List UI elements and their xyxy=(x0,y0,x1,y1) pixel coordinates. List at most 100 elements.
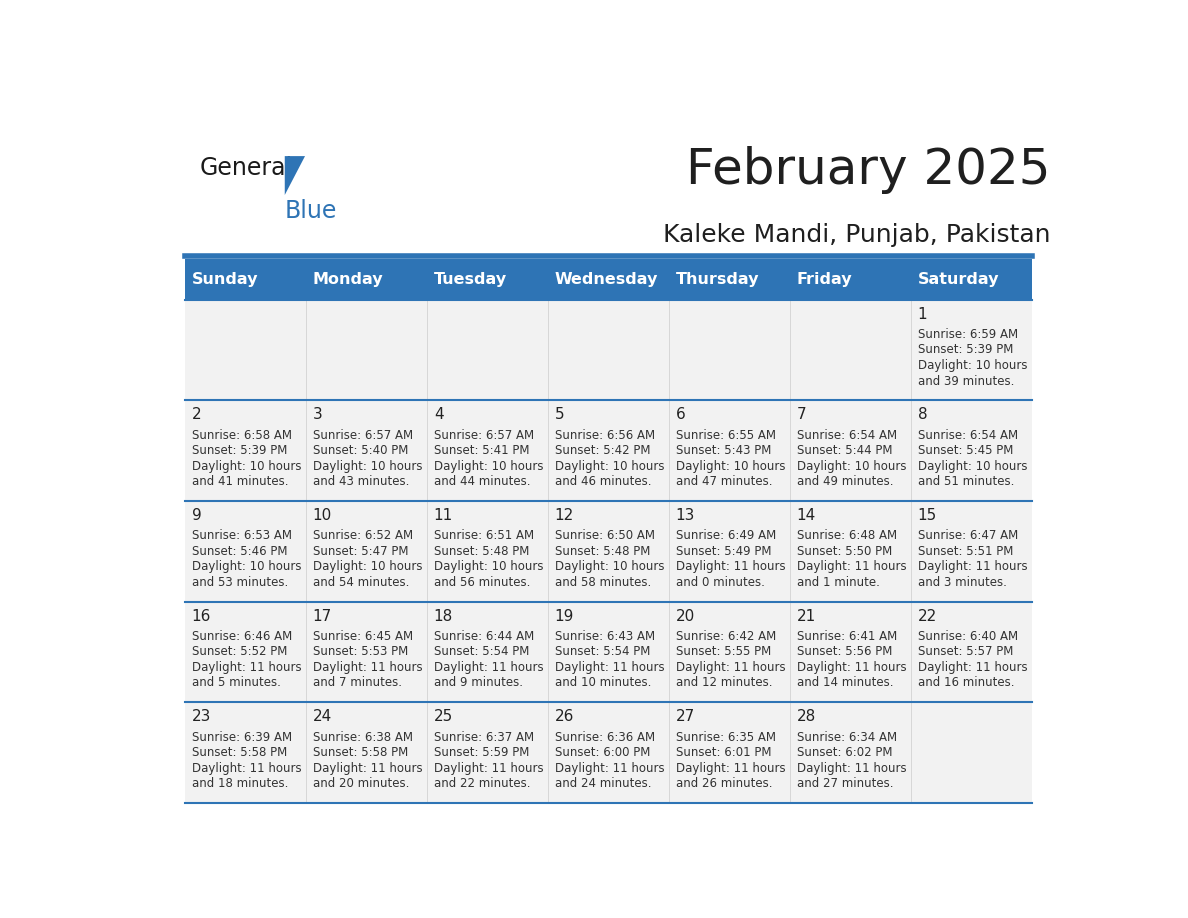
Text: 15: 15 xyxy=(918,508,937,523)
Text: 5: 5 xyxy=(555,408,564,422)
Text: 14: 14 xyxy=(797,508,816,523)
Text: Daylight: 10 hours: Daylight: 10 hours xyxy=(797,460,906,473)
Text: Daylight: 11 hours: Daylight: 11 hours xyxy=(312,661,423,674)
Text: Sunrise: 6:46 AM: Sunrise: 6:46 AM xyxy=(191,630,292,643)
Text: Sunset: 6:02 PM: Sunset: 6:02 PM xyxy=(797,746,892,759)
Text: Sunrise: 6:55 AM: Sunrise: 6:55 AM xyxy=(676,429,776,442)
FancyBboxPatch shape xyxy=(669,702,790,803)
Text: Sunset: 5:50 PM: Sunset: 5:50 PM xyxy=(797,544,892,558)
Text: and 27 minutes.: and 27 minutes. xyxy=(797,778,893,790)
Text: Sunset: 6:00 PM: Sunset: 6:00 PM xyxy=(555,746,650,759)
Text: Sunset: 5:41 PM: Sunset: 5:41 PM xyxy=(434,444,530,457)
Text: Sunrise: 6:43 AM: Sunrise: 6:43 AM xyxy=(555,630,655,643)
Text: Sunrise: 6:48 AM: Sunrise: 6:48 AM xyxy=(797,529,897,543)
Text: and 41 minutes.: and 41 minutes. xyxy=(191,476,289,488)
Text: 25: 25 xyxy=(434,710,453,724)
Text: Daylight: 10 hours: Daylight: 10 hours xyxy=(918,359,1028,372)
Text: Sunrise: 6:57 AM: Sunrise: 6:57 AM xyxy=(312,429,413,442)
Text: Daylight: 10 hours: Daylight: 10 hours xyxy=(191,460,302,473)
FancyBboxPatch shape xyxy=(428,400,549,501)
Text: Sunset: 5:40 PM: Sunset: 5:40 PM xyxy=(312,444,409,457)
Text: Sunset: 5:58 PM: Sunset: 5:58 PM xyxy=(191,746,287,759)
Text: Sunrise: 6:39 AM: Sunrise: 6:39 AM xyxy=(191,731,292,744)
Text: Sunset: 5:58 PM: Sunset: 5:58 PM xyxy=(312,746,407,759)
Polygon shape xyxy=(285,156,305,195)
Text: Sunrise: 6:52 AM: Sunrise: 6:52 AM xyxy=(312,529,413,543)
FancyBboxPatch shape xyxy=(790,501,911,601)
Text: 16: 16 xyxy=(191,609,211,623)
Text: Sunrise: 6:57 AM: Sunrise: 6:57 AM xyxy=(434,429,533,442)
FancyBboxPatch shape xyxy=(669,299,790,400)
Text: and 49 minutes.: and 49 minutes. xyxy=(797,476,893,488)
Text: Sunrise: 6:42 AM: Sunrise: 6:42 AM xyxy=(676,630,776,643)
Text: and 54 minutes.: and 54 minutes. xyxy=(312,576,409,588)
FancyBboxPatch shape xyxy=(549,299,669,400)
Text: Daylight: 11 hours: Daylight: 11 hours xyxy=(434,762,543,775)
Text: 27: 27 xyxy=(676,710,695,724)
Text: Sunset: 5:45 PM: Sunset: 5:45 PM xyxy=(918,444,1013,457)
Text: 19: 19 xyxy=(555,609,574,623)
Text: and 3 minutes.: and 3 minutes. xyxy=(918,576,1006,588)
Text: Sunrise: 6:56 AM: Sunrise: 6:56 AM xyxy=(555,429,655,442)
Text: and 22 minutes.: and 22 minutes. xyxy=(434,778,530,790)
Text: and 53 minutes.: and 53 minutes. xyxy=(191,576,287,588)
FancyBboxPatch shape xyxy=(790,400,911,501)
Text: Daylight: 11 hours: Daylight: 11 hours xyxy=(191,762,302,775)
Text: and 0 minutes.: and 0 minutes. xyxy=(676,576,765,588)
Text: Daylight: 11 hours: Daylight: 11 hours xyxy=(797,560,906,573)
FancyBboxPatch shape xyxy=(428,501,549,601)
Text: Sunset: 5:54 PM: Sunset: 5:54 PM xyxy=(434,645,529,658)
FancyBboxPatch shape xyxy=(911,601,1032,702)
FancyBboxPatch shape xyxy=(669,601,790,702)
FancyBboxPatch shape xyxy=(307,400,428,501)
Text: 10: 10 xyxy=(312,508,331,523)
Text: 28: 28 xyxy=(797,710,816,724)
Text: and 5 minutes.: and 5 minutes. xyxy=(191,677,280,689)
Text: and 47 minutes.: and 47 minutes. xyxy=(676,476,772,488)
Text: Daylight: 10 hours: Daylight: 10 hours xyxy=(312,460,422,473)
Text: 4: 4 xyxy=(434,408,443,422)
FancyBboxPatch shape xyxy=(549,400,669,501)
Text: Sunset: 5:39 PM: Sunset: 5:39 PM xyxy=(191,444,287,457)
Text: Sunrise: 6:58 AM: Sunrise: 6:58 AM xyxy=(191,429,292,442)
FancyBboxPatch shape xyxy=(790,299,911,400)
Text: 1: 1 xyxy=(918,307,928,321)
Text: Sunset: 5:56 PM: Sunset: 5:56 PM xyxy=(797,645,892,658)
Text: and 26 minutes.: and 26 minutes. xyxy=(676,778,772,790)
Text: Thursday: Thursday xyxy=(676,272,759,286)
Text: Sunset: 5:54 PM: Sunset: 5:54 PM xyxy=(555,645,650,658)
Text: 9: 9 xyxy=(191,508,202,523)
FancyBboxPatch shape xyxy=(549,702,669,803)
Text: Daylight: 10 hours: Daylight: 10 hours xyxy=(434,460,543,473)
Text: Sunrise: 6:35 AM: Sunrise: 6:35 AM xyxy=(676,731,776,744)
Text: Sunset: 5:52 PM: Sunset: 5:52 PM xyxy=(191,645,287,658)
Text: and 43 minutes.: and 43 minutes. xyxy=(312,476,409,488)
Text: February 2025: February 2025 xyxy=(687,145,1051,194)
Text: and 58 minutes.: and 58 minutes. xyxy=(555,576,651,588)
Text: 6: 6 xyxy=(676,408,685,422)
Text: 8: 8 xyxy=(918,408,928,422)
Text: Daylight: 11 hours: Daylight: 11 hours xyxy=(676,661,785,674)
Text: and 56 minutes.: and 56 minutes. xyxy=(434,576,530,588)
Text: Sunrise: 6:54 AM: Sunrise: 6:54 AM xyxy=(797,429,897,442)
Text: Sunrise: 6:36 AM: Sunrise: 6:36 AM xyxy=(555,731,655,744)
Text: Sunrise: 6:49 AM: Sunrise: 6:49 AM xyxy=(676,529,776,543)
FancyBboxPatch shape xyxy=(669,501,790,601)
FancyBboxPatch shape xyxy=(911,299,1032,400)
Text: Daylight: 11 hours: Daylight: 11 hours xyxy=(555,661,664,674)
Text: and 51 minutes.: and 51 minutes. xyxy=(918,476,1015,488)
Text: Sunset: 5:48 PM: Sunset: 5:48 PM xyxy=(434,544,529,558)
Text: Sunrise: 6:34 AM: Sunrise: 6:34 AM xyxy=(797,731,897,744)
Text: Blue: Blue xyxy=(285,198,337,222)
Text: and 14 minutes.: and 14 minutes. xyxy=(797,677,893,689)
Text: Sunset: 5:57 PM: Sunset: 5:57 PM xyxy=(918,645,1013,658)
FancyBboxPatch shape xyxy=(185,601,307,702)
Text: Sunrise: 6:40 AM: Sunrise: 6:40 AM xyxy=(918,630,1018,643)
Text: Sunrise: 6:41 AM: Sunrise: 6:41 AM xyxy=(797,630,897,643)
Text: Daylight: 10 hours: Daylight: 10 hours xyxy=(555,460,664,473)
Text: Daylight: 11 hours: Daylight: 11 hours xyxy=(312,762,423,775)
Text: 2: 2 xyxy=(191,408,202,422)
Text: Sunset: 5:43 PM: Sunset: 5:43 PM xyxy=(676,444,771,457)
FancyBboxPatch shape xyxy=(911,702,1032,803)
Text: Daylight: 11 hours: Daylight: 11 hours xyxy=(434,661,543,674)
